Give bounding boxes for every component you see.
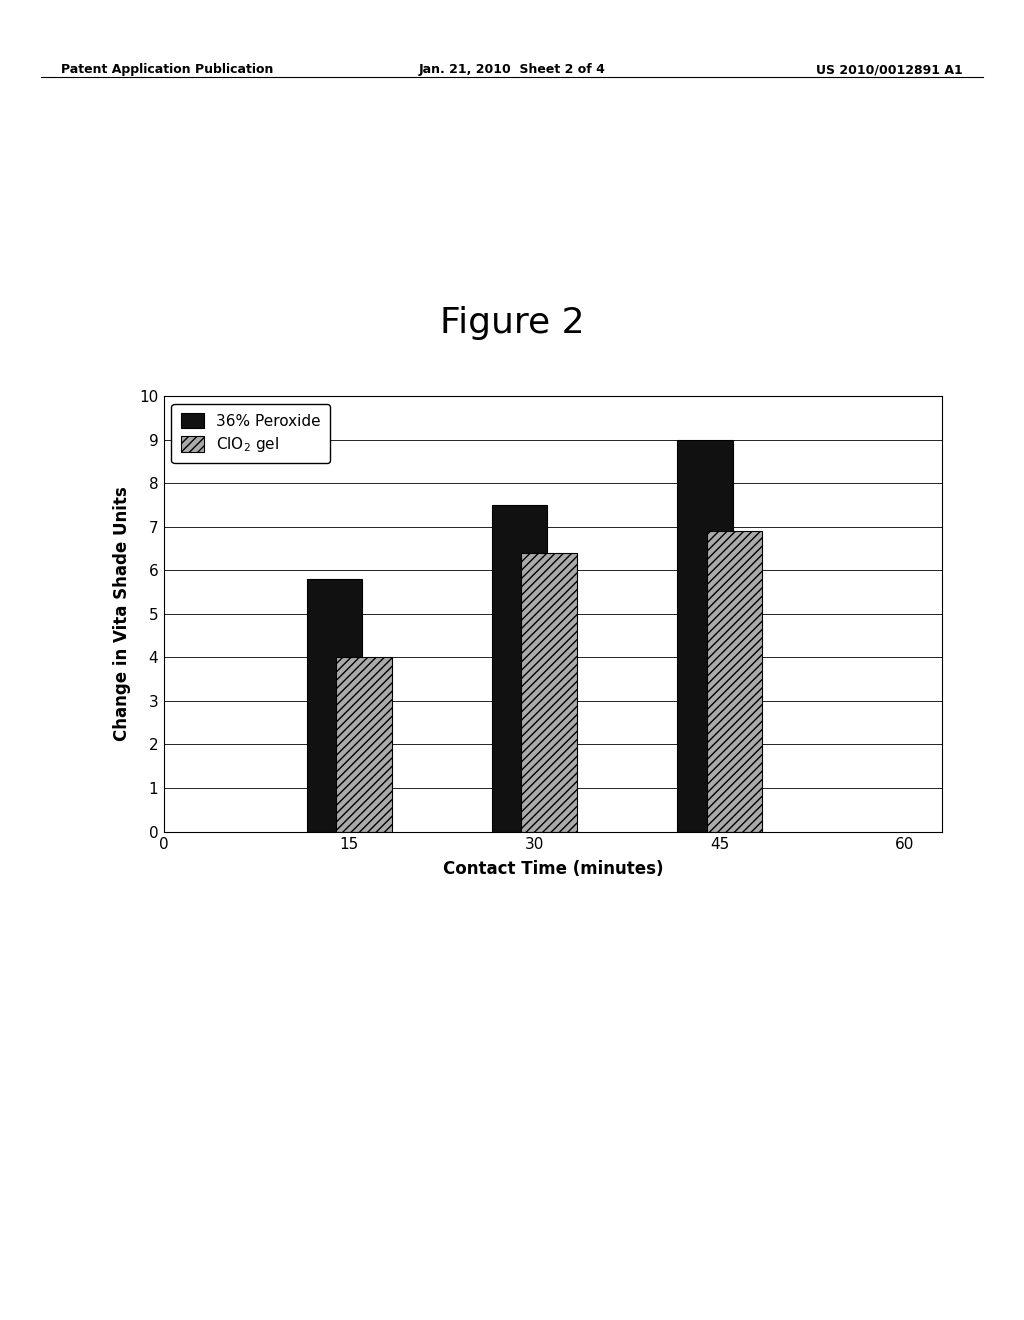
Bar xyxy=(707,531,762,832)
Bar xyxy=(306,579,362,832)
X-axis label: Contact Time (minutes): Contact Time (minutes) xyxy=(442,861,664,879)
Bar xyxy=(521,553,578,832)
Text: US 2010/0012891 A1: US 2010/0012891 A1 xyxy=(816,63,963,77)
Legend: 36% Peroxide, ClO$_2$ gel: 36% Peroxide, ClO$_2$ gel xyxy=(171,404,330,463)
Text: Figure 2: Figure 2 xyxy=(439,306,585,341)
Text: Patent Application Publication: Patent Application Publication xyxy=(61,63,273,77)
Bar xyxy=(336,657,392,832)
Text: Jan. 21, 2010  Sheet 2 of 4: Jan. 21, 2010 Sheet 2 of 4 xyxy=(419,63,605,77)
Y-axis label: Change in Vita Shade Units: Change in Vita Shade Units xyxy=(113,487,131,741)
Bar xyxy=(492,506,548,832)
Bar xyxy=(677,440,733,832)
